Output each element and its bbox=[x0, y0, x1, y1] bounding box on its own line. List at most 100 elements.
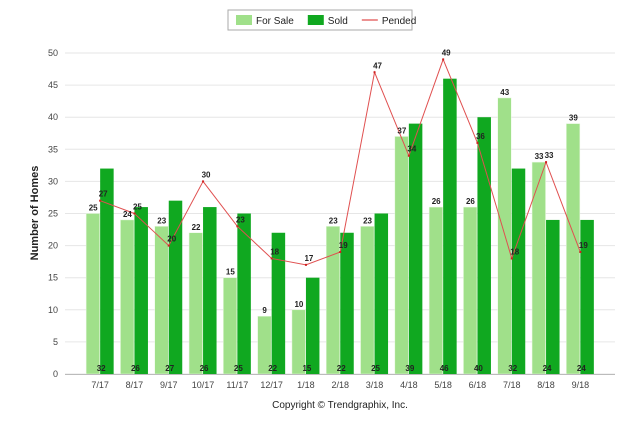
bar-sold bbox=[100, 168, 114, 374]
x-tick-label: 2/18 bbox=[331, 380, 349, 390]
legend: For Sale Sold Pended bbox=[227, 9, 416, 31]
legend-label: Sold bbox=[328, 16, 348, 27]
pended-point bbox=[270, 257, 273, 260]
x-tick-label: 6/18 bbox=[469, 380, 487, 390]
pended-point bbox=[442, 58, 445, 61]
pended-point bbox=[339, 251, 342, 254]
y-tick-label: 15 bbox=[48, 273, 58, 283]
bar-for-sale bbox=[360, 226, 375, 375]
y-tick-label: 50 bbox=[48, 48, 58, 58]
bar-sold bbox=[477, 117, 491, 374]
axes: 0 5 10 15 20 25 30 35 40 45 50 7/17 8/17 9/17 10/17 11/… bbox=[48, 48, 615, 390]
pended-point bbox=[510, 257, 513, 260]
label-sold: 26 bbox=[200, 364, 209, 373]
label-for-sale: 26 bbox=[466, 197, 475, 206]
label-sold: 24 bbox=[577, 364, 586, 373]
bar-sold bbox=[134, 207, 148, 374]
bar-for-sale bbox=[497, 97, 512, 375]
x-tick-label: 8/17 bbox=[126, 380, 144, 390]
legend-label: For Sale bbox=[256, 16, 294, 27]
pended-point bbox=[373, 71, 376, 74]
pended-point bbox=[236, 225, 239, 228]
label-for-sale: 15 bbox=[226, 268, 235, 277]
label-sold: 22 bbox=[337, 364, 346, 373]
y-tick-label: 30 bbox=[48, 176, 58, 186]
pended-line bbox=[99, 58, 582, 266]
pended-point bbox=[407, 154, 410, 157]
label-sold: 22 bbox=[268, 364, 277, 373]
legend-label: Pended bbox=[382, 16, 416, 27]
x-tick-label: 1/18 bbox=[297, 380, 315, 390]
bar-sold bbox=[340, 232, 354, 374]
label-for-sale: 9 bbox=[262, 306, 267, 315]
label-pended: 23 bbox=[236, 215, 245, 224]
x-tick-label: 10/17 bbox=[192, 380, 215, 390]
label-pended: 27 bbox=[99, 190, 108, 199]
pended-point bbox=[579, 251, 582, 254]
label-sold: 32 bbox=[97, 364, 106, 373]
data-labels: 25 32 24 26 23 27 22 26 15 25 9 22 10 15 23 22 23 25 37 39 2… bbox=[89, 48, 589, 373]
x-tick-label: 5/18 bbox=[434, 380, 452, 390]
y-tick-label: 5 bbox=[53, 337, 58, 347]
bar-for-sale bbox=[85, 213, 100, 375]
y-tick-label: 10 bbox=[48, 305, 58, 315]
bar-for-sale bbox=[428, 206, 443, 375]
y-tick-label: 35 bbox=[48, 144, 58, 154]
x-tick-label: 9/17 bbox=[160, 380, 178, 390]
y-axis-title: Number of Homes bbox=[29, 166, 41, 261]
bar-sold bbox=[168, 200, 183, 374]
x-tick-label: 9/18 bbox=[572, 380, 590, 390]
label-for-sale: 43 bbox=[500, 88, 509, 97]
label-pended: 25 bbox=[133, 203, 142, 212]
pended-point bbox=[476, 141, 479, 144]
x-tick-label: 4/18 bbox=[400, 380, 418, 390]
x-tick-label: 11/17 bbox=[226, 380, 248, 390]
bar-sold bbox=[271, 232, 286, 374]
bar-for-sale bbox=[120, 219, 135, 375]
bar-sold bbox=[305, 277, 320, 374]
label-for-sale: 26 bbox=[432, 197, 441, 206]
y-tick-label: 45 bbox=[48, 80, 58, 90]
bar-sold bbox=[580, 219, 594, 374]
label-pended: 34 bbox=[407, 145, 416, 154]
label-for-sale: 10 bbox=[294, 300, 303, 309]
y-tick-label: 25 bbox=[48, 209, 58, 219]
label-for-sale: 23 bbox=[363, 216, 372, 225]
bar-sold bbox=[511, 168, 526, 374]
bar-sold bbox=[374, 213, 389, 374]
label-pended: 19 bbox=[339, 241, 348, 250]
bar-for-sale bbox=[223, 277, 238, 375]
label-sold: 32 bbox=[508, 364, 517, 373]
x-tick-label: 3/18 bbox=[366, 380, 384, 390]
label-sold: 24 bbox=[543, 364, 552, 373]
x-tick-label: 7/17 bbox=[91, 380, 109, 390]
label-sold: 40 bbox=[474, 364, 483, 373]
label-for-sale: 37 bbox=[397, 126, 406, 135]
y-tick-label: 0 bbox=[53, 369, 58, 379]
label-sold: 25 bbox=[371, 364, 380, 373]
x-tick-label: 8/18 bbox=[537, 380, 555, 390]
pended-point bbox=[99, 199, 102, 202]
label-pended: 49 bbox=[442, 48, 451, 57]
legend-swatch bbox=[236, 15, 252, 25]
label-pended: 47 bbox=[373, 61, 382, 70]
label-pended: 18 bbox=[270, 247, 279, 256]
label-sold: 39 bbox=[405, 364, 414, 373]
x-tick-label: 12/17 bbox=[260, 380, 283, 390]
bar-for-sale bbox=[463, 206, 478, 375]
label-pended: 17 bbox=[304, 254, 313, 263]
bar-sold bbox=[443, 78, 457, 375]
label-for-sale: 23 bbox=[157, 216, 166, 225]
label-pended: 36 bbox=[476, 132, 485, 141]
bar-for-sale bbox=[531, 161, 546, 375]
label-for-sale: 39 bbox=[569, 114, 578, 123]
label-sold: 46 bbox=[440, 364, 449, 373]
pended-point bbox=[133, 212, 136, 215]
bar-sold bbox=[237, 213, 251, 374]
label-sold: 15 bbox=[302, 364, 311, 373]
bar-sold bbox=[546, 219, 560, 374]
label-pended: 33 bbox=[545, 151, 554, 160]
label-for-sale: 33 bbox=[535, 152, 544, 161]
